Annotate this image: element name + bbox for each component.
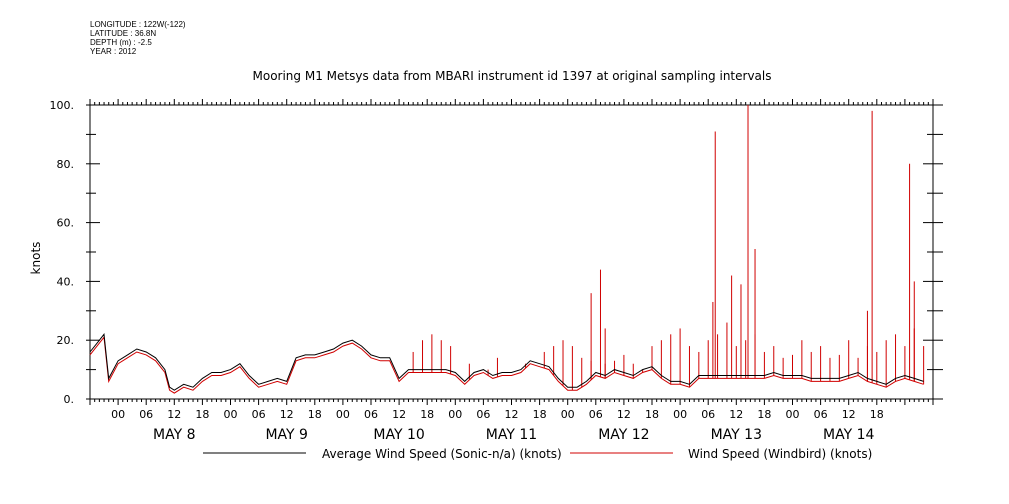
depth-label: DEPTH (m) : -2.5: [90, 38, 152, 47]
legend-label-windbird: Wind Speed (Windbird) (knots): [688, 447, 872, 461]
latitude-label: LATITUDE : 36.8N: [90, 29, 157, 38]
x-tick-label: 00: [448, 408, 462, 421]
x-tick-label: 06: [252, 408, 266, 421]
x-day-label: MAY 8: [153, 427, 195, 443]
series-windbird-line: [89, 336, 924, 394]
y-tick-label: 60.: [57, 217, 75, 230]
x-tick-label: 00: [786, 408, 800, 421]
y-tick-label: 20.: [57, 334, 75, 347]
x-day-label: MAY 12: [598, 427, 649, 443]
y-tick-label: 80.: [57, 158, 75, 171]
x-day-label: MAY 9: [265, 427, 307, 443]
chart-title: Mooring M1 Metsys data from MBARI instru…: [253, 69, 772, 83]
x-tick-label: 12: [505, 408, 519, 421]
series-average-line: [89, 333, 924, 391]
x-tick-label: 12: [167, 408, 181, 421]
x-tick-label: 06: [814, 408, 828, 421]
y-tick-label: 100.: [50, 99, 75, 112]
plot-frame: [89, 104, 934, 400]
x-tick-label: 12: [392, 408, 406, 421]
series-layer: [89, 105, 925, 394]
x-day-label: MAY 14: [823, 427, 874, 443]
x-tick-label: 00: [561, 408, 575, 421]
x-day-label: MAY 11: [486, 427, 537, 443]
x-tick-label: 12: [617, 408, 631, 421]
x-day-label: MAY 10: [373, 427, 424, 443]
x-tick-label: 12: [729, 408, 743, 421]
x-tick-label: 12: [280, 408, 294, 421]
x-tick-label: 18: [308, 408, 322, 421]
x-tick-label: 06: [701, 408, 715, 421]
x-tick-label: 06: [476, 408, 490, 421]
x-tick-label: 18: [870, 408, 884, 421]
x-tick-label: 18: [533, 408, 547, 421]
year-label: YEAR : 2012: [90, 47, 137, 56]
x-day-label: MAY 13: [711, 427, 762, 443]
legend-label-average: Average Wind Speed (Sonic-n/a) (knots): [322, 447, 562, 461]
axis-ticks: 0. 20. 40. 60. 80. 100. 00 06 12 18 00 06 12 18 00 06 12…: [50, 99, 943, 443]
y-tick-label: 0.: [64, 393, 75, 406]
x-tick-label: 18: [420, 408, 434, 421]
legend: Average Wind Speed (Sonic-n/a) (knots) W…: [203, 447, 872, 461]
x-tick-label: 06: [364, 408, 378, 421]
x-tick-label: 18: [195, 408, 209, 421]
longitude-label: LONGITUDE : 122W(-122): [90, 20, 186, 29]
y-axis-label: knots: [29, 242, 43, 275]
x-tick-label: 18: [757, 408, 771, 421]
x-tick-label: 00: [336, 408, 350, 421]
x-tick-label: 06: [139, 408, 153, 421]
x-tick-label: 00: [111, 408, 125, 421]
x-tick-label: 18: [645, 408, 659, 421]
x-tick-label: 06: [589, 408, 603, 421]
metadata-block: LONGITUDE : 122W(-122) LATITUDE : 36.8N …: [90, 20, 186, 56]
y-tick-label: 40.: [57, 275, 75, 288]
x-tick-label: 12: [842, 408, 856, 421]
x-tick-label: 00: [673, 408, 687, 421]
x-tick-label: 00: [224, 408, 238, 421]
